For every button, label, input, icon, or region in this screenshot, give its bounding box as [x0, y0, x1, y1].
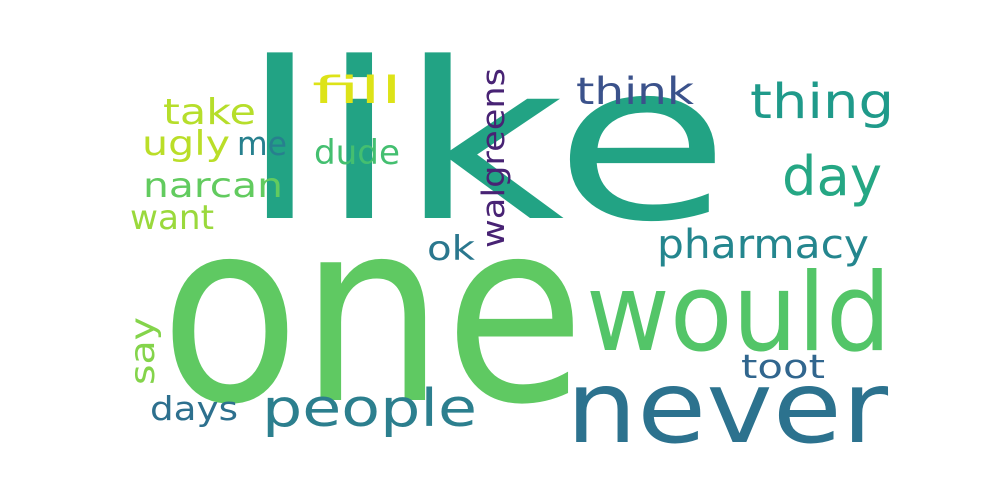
word-thing: thing — [750, 74, 894, 130]
word-people: people — [262, 379, 477, 439]
word-ok: ok — [427, 229, 475, 269]
word-ugly: ugly — [142, 124, 230, 164]
word-never: never — [566, 349, 889, 466]
word-narcan: narcan — [143, 166, 283, 206]
word-would: would — [586, 251, 891, 376]
word-say: say — [123, 317, 163, 385]
word-walgreens: walgreens — [476, 68, 512, 248]
word-pharmacy: pharmacy — [657, 222, 869, 268]
word-want: want — [130, 198, 214, 238]
word-fill: fill — [312, 69, 402, 112]
word-days: days — [150, 389, 238, 428]
word-me: me — [237, 124, 287, 163]
word-take: take — [163, 92, 256, 133]
word-think: think — [576, 70, 695, 113]
word-dude: dude — [314, 133, 400, 173]
word-like: like — [240, 17, 730, 270]
word-toot: toot — [741, 347, 825, 386]
word-one: one — [160, 167, 585, 460]
word-day: day — [782, 145, 882, 208]
